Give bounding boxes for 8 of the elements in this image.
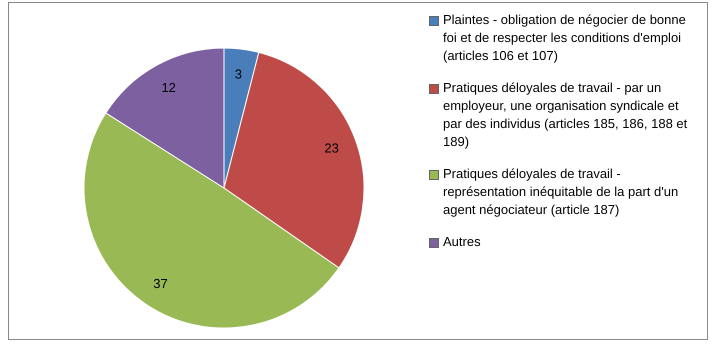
data-label: 23 xyxy=(324,140,339,156)
data-label: 12 xyxy=(161,80,176,95)
data-label: 3 xyxy=(234,66,242,82)
legend-label: Autres xyxy=(443,233,481,251)
legend-label: Pratiques déloyales de travail - par un employeur, une organisation syndicale et par des individus (articles 185, 186, 188 et 189) xyxy=(443,79,688,151)
data-label: 37 xyxy=(153,276,168,292)
legend-label: Pratiques déloyales de travail - représentation inéquitable de la part d'un agent négociateur (article 187) xyxy=(443,165,680,219)
legend-label: Plaintes - obligation de négocier de bonne foi et de respecter les conditions d'emploi (articles 106 et 107) xyxy=(443,11,687,65)
